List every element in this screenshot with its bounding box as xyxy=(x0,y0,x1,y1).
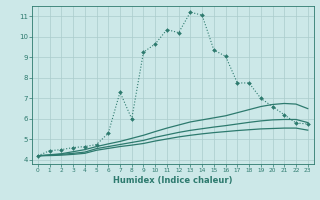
X-axis label: Humidex (Indice chaleur): Humidex (Indice chaleur) xyxy=(113,176,233,185)
